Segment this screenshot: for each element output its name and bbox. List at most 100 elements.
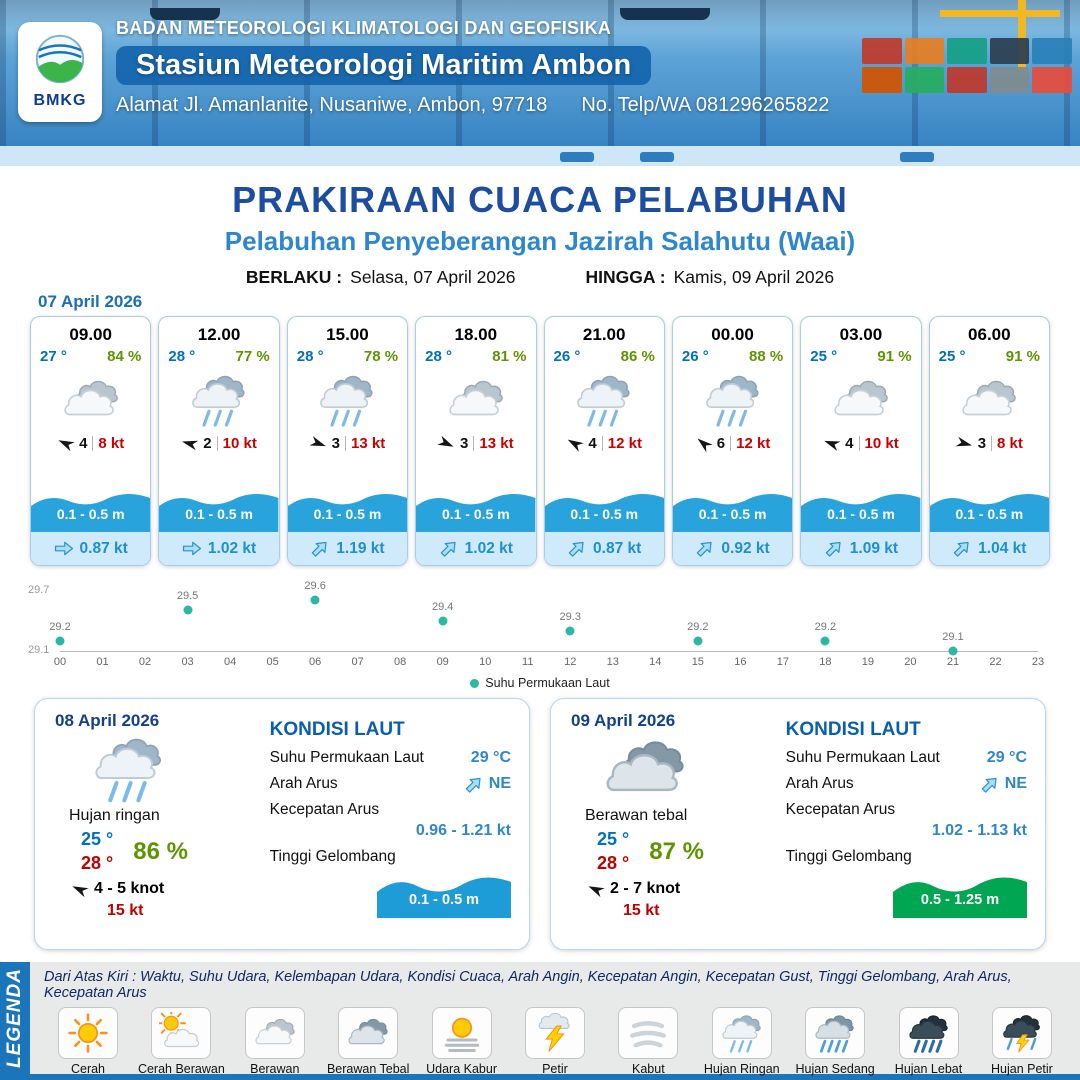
legend-item: Hujan Lebat — [885, 1007, 973, 1076]
temp-humidity-row: 26 ° 86 % — [545, 345, 664, 365]
station-name: Stasiun Meteorologi Maritim Ambon — [116, 46, 652, 85]
sst-data-point — [438, 616, 448, 625]
forecast-card: 21.00 26 ° 86 % 4 12 kt 0.1 - 0.5 m — [543, 316, 665, 566]
forecast-card: 06.00 25 ° 91 % 3 8 kt 0.1 - 0.5 m — [928, 316, 1050, 566]
bmkg-logo-text: BMKG — [33, 92, 87, 109]
current-speed-row: Kecepatan Arus 1.02 - 1.13 kt — [785, 801, 1027, 839]
x-axis-tick: 07 — [351, 656, 364, 668]
legend-item: Cerah Berawan — [137, 1007, 225, 1076]
air-temperature: 28 ° — [168, 348, 196, 365]
wind-speed-value: 3 — [331, 435, 340, 452]
x-axis-tick: 14 — [649, 656, 662, 668]
legend-item: Berawan Tebal — [324, 1007, 412, 1076]
relative-humidity: 78 % — [363, 348, 399, 365]
current-band: 0.87 kt — [31, 532, 151, 565]
legend-item-label: Udara Kabur — [426, 1062, 497, 1076]
relative-humidity: 77 % — [235, 348, 270, 365]
sea-condition-column: KONDISI LAUT Suhu Permukaan Laut 29 °C A… — [772, 711, 1027, 939]
x-axis-tick: 21 — [946, 656, 960, 668]
current-direction-icon — [821, 535, 847, 561]
relative-humidity: 91 % — [1005, 348, 1040, 365]
wind-direction-icon — [954, 435, 974, 452]
valid-from: BERLAKU : Selasa, 07 April 2026 — [245, 267, 516, 287]
legend-item: Berawan — [231, 1007, 319, 1076]
daily-weather-column: 09 April 2026 Berawan tebal 25 ° 28 ° 87… — [571, 711, 772, 939]
current-direction-icon — [977, 771, 1003, 797]
gust-speed-value: 13 kt — [479, 435, 514, 452]
wave-shape — [801, 494, 921, 532]
valid-to: HINGGA : Kamis, 09 April 2026 — [585, 267, 835, 287]
daily-temp-max: 28 ° — [81, 853, 114, 873]
forecast-time: 21.00 — [582, 325, 626, 344]
current-direction-icon — [949, 535, 975, 561]
contact-line: Alamat Jl. Amanlanite, Nusaniwe, Ambon, … — [116, 94, 829, 117]
wave-height-value: 0.1 - 0.5 m — [827, 506, 895, 522]
station-address: Alamat Jl. Amanlanite, Nusaniwe, Ambon, … — [116, 94, 548, 116]
daily-temps: 25 ° 28 ° 87 % — [597, 829, 772, 874]
daily-weather-icon — [597, 733, 693, 805]
sst-row: Suhu Permukaan Laut 29 °C — [269, 749, 511, 766]
sst-chart-xticks: 00 01 02 03 04 05 06 07 08 09 10 11 12 13 14 15 16 17 18 19… — [54, 656, 1044, 670]
legend-item: Hujan Sedang — [791, 1007, 879, 1076]
forecast-time: 03.00 — [839, 325, 883, 344]
relative-humidity: 88 % — [749, 348, 784, 365]
legend-weather-icon — [618, 1007, 679, 1059]
wave-shape — [377, 877, 511, 918]
wave-shape — [929, 494, 1049, 532]
wind-speed-value: 6 — [716, 435, 726, 452]
forecast-time: 18.00 — [454, 325, 498, 344]
current-speed-row: Kecepatan Arus 0.96 - 1.21 kt — [269, 801, 511, 839]
sst-data-point — [310, 595, 320, 605]
wave-height-band: 0.1 - 0.5 m — [287, 486, 408, 532]
port-name-subtitle: Pelabuhan Penyeberangan Jazirah Salahutu… — [224, 226, 856, 256]
wave-shape — [31, 494, 151, 532]
legend-weather-icon — [991, 1007, 1052, 1059]
weather-condition-icon — [61, 369, 121, 431]
x-axis-tick: 22 — [989, 656, 1002, 668]
wind-row: 4 8 kt — [57, 435, 124, 452]
legend-item-label: Berawan — [250, 1062, 300, 1076]
current-direction-icon — [182, 540, 202, 557]
x-axis-tick: 17 — [776, 656, 789, 668]
daily-temp-min: 25 ° — [597, 829, 630, 849]
wave-shape — [416, 494, 536, 532]
daily-date: 09 April 2026 — [571, 711, 676, 730]
x-axis-tick: 11 — [522, 656, 534, 668]
current-speed-value: 1.04 kt — [978, 539, 1027, 557]
sst-data-point — [693, 636, 703, 646]
wave-height-value: 0.5 - 1.25 m — [920, 892, 1000, 908]
wave-height-band: 0.1 - 0.5 m — [929, 486, 1049, 532]
sst-point-label: 29.2 — [49, 621, 71, 634]
crane-illustration — [1018, 0, 1026, 70]
seat-illustration — [640, 152, 674, 162]
gust-speed-value: 10 kt — [222, 435, 257, 452]
x-axis-tick: 01 — [96, 656, 109, 668]
gust-speed-value: 12 kt — [736, 435, 771, 452]
wave-height-value: 0.1 - 0.5 m — [313, 506, 382, 522]
bmkg-logo-icon — [35, 34, 85, 84]
wave-height-value: 0.1 - 0.5 m — [698, 506, 767, 522]
chart-legend: Suhu Permukaan Laut — [26, 676, 1054, 690]
forecast-time: 15.00 — [326, 325, 369, 344]
divider — [345, 436, 346, 451]
current-speed-value: 1.19 kt — [336, 539, 385, 557]
wind-direction-icon — [55, 434, 76, 453]
legend-item-label: Hujan Lebat — [894, 1062, 963, 1076]
legend-note: Dari Atas Kiri : Waktu, Suhu Udara, Kele… — [44, 969, 1012, 1001]
current-direction-icon — [307, 535, 333, 561]
forecast-card: 12.00 28 ° 77 % 2 10 kt 0.1 - 0.5 m — [158, 316, 280, 566]
current-speed-value: 1.09 kt — [849, 539, 899, 557]
x-axis-tick: 03 — [181, 656, 194, 668]
wind-row: 4 12 kt — [566, 435, 642, 452]
sst-point-label: 29.3 — [559, 610, 581, 623]
current-speed-value: 1.02 kt — [464, 539, 513, 557]
legend-weather-icon — [338, 1007, 399, 1059]
legend-weather-icon — [524, 1007, 585, 1059]
daily-wind-range: 2 - 7 knot — [610, 880, 681, 897]
daily-weather-column: 08 April 2026 Hujan ringan 25 ° 28 ° 86 … — [55, 711, 256, 939]
page-title: PRAKIRAAN CUACA PELABUHAN — [232, 179, 848, 220]
wave-height-band: 0.1 - 0.5 m — [31, 486, 151, 532]
daily-wind-row: 2 - 7 knot — [587, 880, 772, 898]
legend-dot-icon — [470, 679, 480, 689]
